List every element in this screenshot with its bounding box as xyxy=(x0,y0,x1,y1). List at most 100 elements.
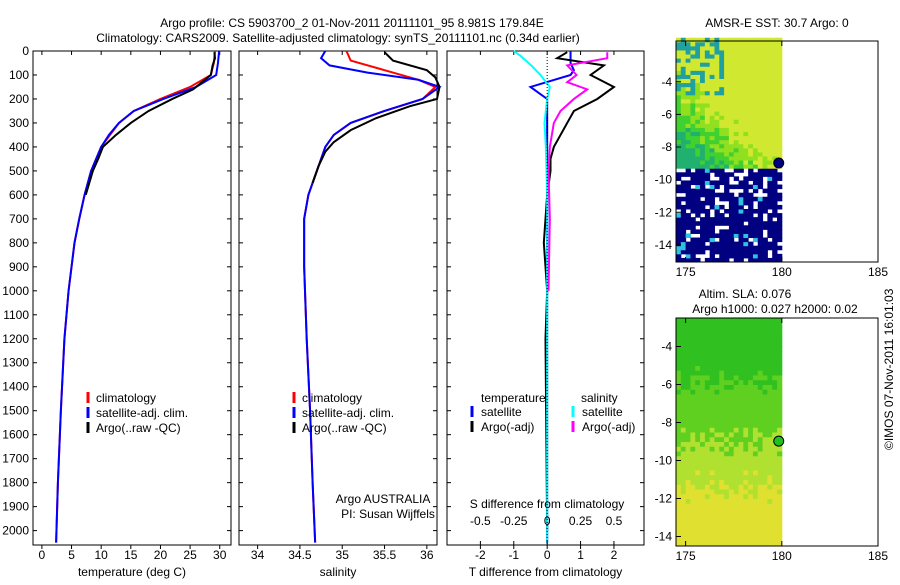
map-cell xyxy=(777,446,783,452)
map-cell xyxy=(752,489,759,495)
map-cell xyxy=(743,139,749,145)
map-cell xyxy=(709,360,715,366)
map-cell xyxy=(743,365,749,371)
legend-label: Argo(..raw -QC) xyxy=(302,421,387,435)
map-frame xyxy=(675,317,879,547)
map-cell xyxy=(772,74,778,80)
map-cell xyxy=(690,253,696,259)
map-cell xyxy=(709,147,715,153)
map-cell xyxy=(676,66,682,71)
map-cell xyxy=(724,375,730,381)
map-cell xyxy=(772,375,778,381)
map-cell xyxy=(777,229,783,234)
map-cell xyxy=(700,375,706,381)
map-cell xyxy=(724,379,730,385)
map-cell xyxy=(680,470,687,476)
map-cell xyxy=(724,479,730,485)
map-cell xyxy=(676,332,682,338)
map-cell xyxy=(748,74,754,80)
map-cell xyxy=(709,503,715,509)
map-cell xyxy=(690,127,696,133)
map-cell xyxy=(733,45,740,51)
map-cell xyxy=(704,522,711,528)
map-cell xyxy=(757,225,764,230)
map-cell xyxy=(709,527,715,533)
map-cell xyxy=(762,200,768,206)
y-tick-label: 600 xyxy=(9,188,29,202)
map-cell xyxy=(709,341,715,347)
map-cell xyxy=(777,356,783,362)
map-cell xyxy=(685,90,691,96)
map-cell xyxy=(714,356,720,362)
map-cell xyxy=(719,58,725,63)
map-cell xyxy=(714,527,720,533)
map-cell xyxy=(757,408,764,414)
map-cell xyxy=(695,432,701,438)
map-title-line2: Argo h1000: 0.027 h2000: 0.02 xyxy=(692,302,858,316)
map-cell xyxy=(700,417,706,423)
map-cell xyxy=(685,503,691,509)
map-cell xyxy=(714,78,720,84)
map-cell xyxy=(728,229,735,234)
map-cell xyxy=(680,446,687,452)
map-cell xyxy=(767,127,773,133)
map-cell xyxy=(676,82,682,88)
map-cell xyxy=(714,86,720,92)
annotation-argo-australia: Argo AUSTRALIA xyxy=(336,492,431,506)
map-cell xyxy=(695,245,701,251)
map-cell xyxy=(777,196,783,202)
map-cell xyxy=(738,341,744,347)
map-cell xyxy=(728,527,735,533)
map-cell xyxy=(777,66,783,71)
map-cell xyxy=(748,253,754,259)
map-cell xyxy=(700,208,706,214)
map-cell xyxy=(719,479,725,485)
map-cell xyxy=(690,62,696,67)
map-cell xyxy=(709,346,715,352)
map-cell xyxy=(704,257,711,263)
map-cell xyxy=(772,82,778,88)
map-cell xyxy=(733,221,740,226)
map-cell xyxy=(709,221,715,226)
map-cell xyxy=(728,398,735,404)
map-cell xyxy=(752,451,759,457)
map-cell xyxy=(700,90,706,96)
map-cell xyxy=(743,517,749,523)
map-cell xyxy=(700,508,706,514)
map-cell xyxy=(704,356,711,362)
map-cell xyxy=(743,484,749,490)
y-tick-label: -12 xyxy=(655,205,673,219)
map-cell xyxy=(724,143,730,149)
map-cell xyxy=(680,49,687,55)
map-cell xyxy=(728,70,735,75)
map-cell xyxy=(757,107,764,112)
map-cell xyxy=(680,427,687,433)
map-cell xyxy=(704,337,711,343)
map-cell xyxy=(772,204,778,210)
map-cell xyxy=(738,123,744,128)
map-cell xyxy=(728,41,735,47)
map-cell xyxy=(728,346,735,352)
map-cell xyxy=(762,115,768,120)
map-cell xyxy=(704,66,711,71)
map-cell xyxy=(700,188,706,194)
map-cell xyxy=(728,351,735,357)
map-cell xyxy=(700,503,706,509)
y-tick-label: 400 xyxy=(9,140,29,154)
map-cell xyxy=(762,45,768,51)
map-cell xyxy=(709,70,715,75)
map-cell xyxy=(738,346,744,352)
map-cell xyxy=(695,37,701,43)
map-cell xyxy=(690,54,696,59)
map-cell xyxy=(752,517,759,523)
map-cell xyxy=(752,74,759,80)
map-cell xyxy=(752,217,759,222)
map-cell xyxy=(777,394,783,400)
map-cell xyxy=(752,465,759,471)
map-cell xyxy=(680,70,687,75)
map-cell xyxy=(676,432,682,438)
map-cell xyxy=(733,484,740,490)
map-cell xyxy=(719,384,725,390)
map-cell xyxy=(719,245,725,251)
map-cell xyxy=(777,123,783,128)
